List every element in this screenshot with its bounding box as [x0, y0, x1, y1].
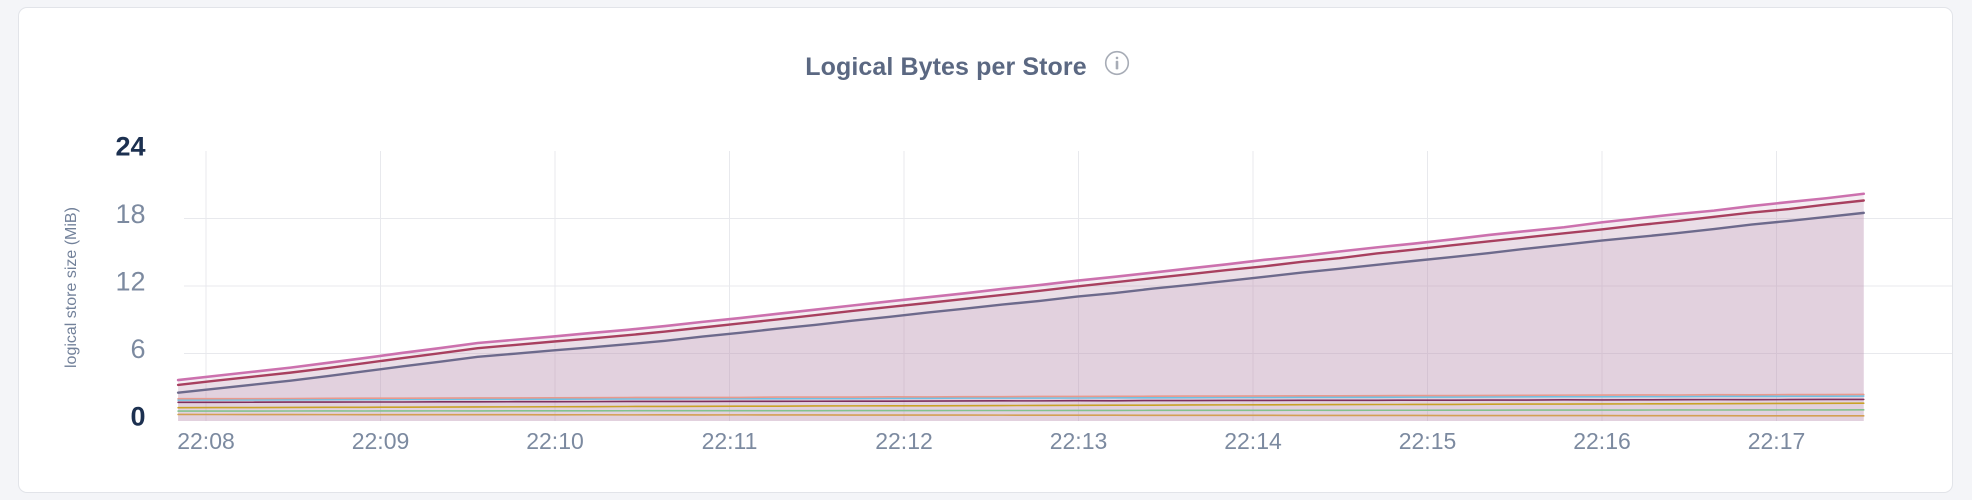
- svg-text:22:15: 22:15: [1399, 428, 1457, 454]
- svg-text:22:14: 22:14: [1224, 428, 1282, 454]
- svg-text:22:16: 22:16: [1573, 428, 1631, 454]
- svg-text:22:12: 22:12: [875, 428, 933, 454]
- svg-text:22:08: 22:08: [177, 428, 235, 454]
- svg-text:0: 0: [130, 402, 145, 432]
- svg-text:22:13: 22:13: [1050, 428, 1108, 454]
- svg-text:24: 24: [115, 132, 145, 162]
- svg-text:22:09: 22:09: [352, 428, 410, 454]
- svg-text:18: 18: [115, 199, 145, 229]
- svg-text:22:11: 22:11: [702, 428, 758, 454]
- svg-text:22:17: 22:17: [1748, 428, 1806, 454]
- svg-text:22:10: 22:10: [526, 428, 584, 454]
- svg-text:12: 12: [115, 267, 145, 297]
- svg-text:6: 6: [130, 334, 145, 364]
